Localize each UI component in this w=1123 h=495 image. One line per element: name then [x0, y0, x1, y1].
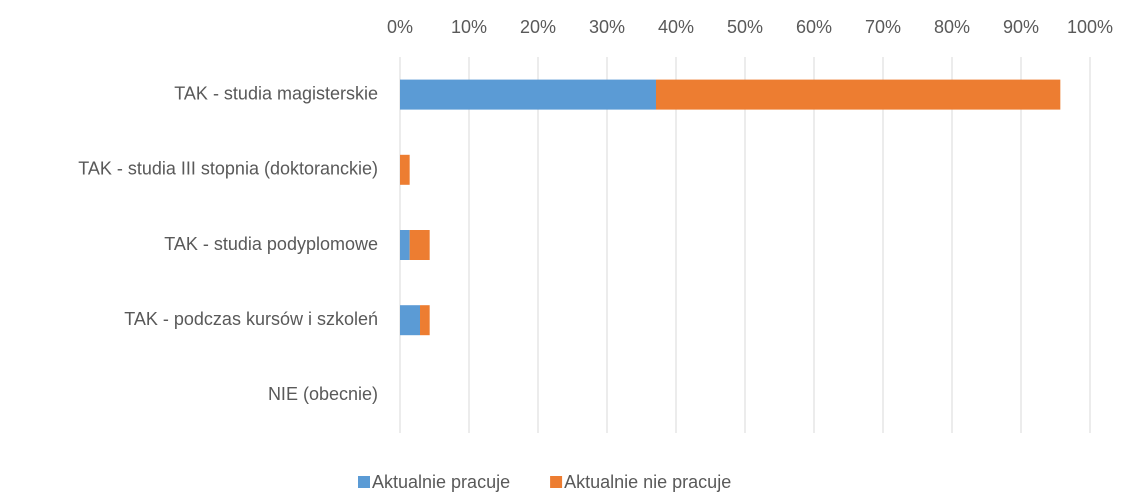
x-tick-label: 30% — [589, 17, 625, 37]
y-tick-label: TAK - studia III stopnia (doktoranckie) — [78, 159, 378, 179]
legend-swatch — [358, 476, 370, 488]
legend-label: Aktualnie nie pracuje — [564, 472, 731, 492]
x-tick-label: 70% — [865, 17, 901, 37]
bar-segment — [420, 305, 430, 336]
x-tick-label: 50% — [727, 17, 763, 37]
bar-segment — [400, 79, 656, 110]
y-tick-label: TAK - podczas kursów i szkoleń — [124, 309, 378, 329]
bar-segment — [655, 79, 1061, 110]
x-tick-label: 10% — [451, 17, 487, 37]
bar-segment — [409, 230, 430, 260]
x-tick-label: 20% — [520, 17, 556, 37]
x-tick-label: 90% — [1003, 17, 1039, 37]
x-tick-label: 0% — [387, 17, 413, 37]
x-tick-label: 80% — [934, 17, 970, 37]
legend-swatch — [550, 476, 563, 488]
bar-segment — [400, 230, 410, 260]
y-tick-label: TAK - studia podyplomowe — [164, 234, 378, 254]
y-tick-label: TAK - studia magisterskie — [174, 83, 378, 103]
x-tick-label: 100% — [1067, 17, 1113, 37]
y-tick-label: NIE (obecnie) — [268, 384, 378, 404]
legend-label: Aktualnie pracuje — [372, 472, 510, 492]
bar-segment — [400, 154, 410, 185]
bar-segment — [400, 305, 421, 336]
x-tick-label: 40% — [658, 17, 694, 37]
x-tick-label: 60% — [796, 17, 832, 37]
